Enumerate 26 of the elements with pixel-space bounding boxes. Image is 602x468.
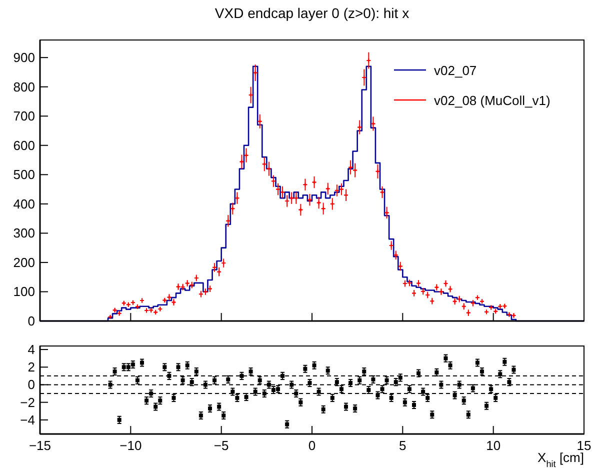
chart-title: VXD endcap layer 0 (z>0): hit x xyxy=(214,5,410,21)
y-tick-label: 800 xyxy=(13,79,35,94)
x-tick-label: −5 xyxy=(214,438,229,453)
y-tick-label: 0 xyxy=(28,377,35,392)
y-tick-label: 4 xyxy=(28,342,35,358)
y-tick-label: 200 xyxy=(13,254,35,270)
x-tick-label: −15 xyxy=(28,438,52,453)
x-axis-title: X$_{hit}$ [cm] xyxy=(538,450,584,468)
y-tick-label: 2 xyxy=(28,360,35,375)
y-tick-label: −2 xyxy=(20,394,35,410)
y-tick-label: −4 xyxy=(20,412,35,428)
y-tick-label: 900 xyxy=(13,50,35,66)
x-tick-label: −10 xyxy=(120,438,142,453)
legend-label: v02_08 (MuColl_v1) xyxy=(434,93,550,108)
y-tick-label: 100 xyxy=(13,284,35,300)
x-tick-label: 10 xyxy=(486,438,501,453)
y-tick-label: 0 xyxy=(28,314,35,328)
x-tick-label: 5 xyxy=(399,438,406,453)
y-tick-label: 400 xyxy=(13,196,35,212)
x-tick-label: 15 xyxy=(576,438,592,453)
x-tick-label: 0 xyxy=(308,438,316,453)
y-tick-label: 500 xyxy=(13,167,35,182)
y-tick-label: 700 xyxy=(13,108,35,124)
y-tick-label: 300 xyxy=(13,226,35,241)
y-tick-label: 600 xyxy=(13,138,35,153)
legend-label: v02_07 xyxy=(434,63,477,78)
